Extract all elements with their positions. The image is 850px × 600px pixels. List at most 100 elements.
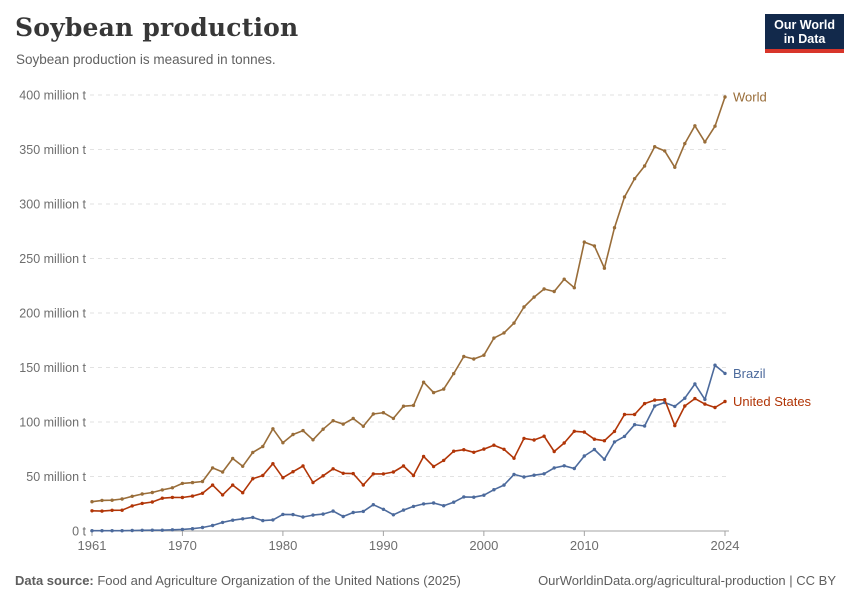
series-point-united-states xyxy=(492,443,496,447)
series-point-united-states xyxy=(612,429,617,434)
series-point-world xyxy=(241,464,245,468)
series-point-brazil xyxy=(261,518,265,523)
series-point-united-states xyxy=(462,448,466,452)
x-tick-label: 1990 xyxy=(369,538,398,553)
series-point-world xyxy=(231,456,235,461)
series-point-united-states xyxy=(391,470,396,474)
series-point-united-states xyxy=(582,430,586,434)
owid-logo-line2: in Data xyxy=(783,32,826,46)
series-point-brazil xyxy=(622,434,627,439)
series-point-brazil xyxy=(241,517,245,521)
series-label-united-states[interactable]: United States xyxy=(733,394,812,409)
y-tick-label: 0 t xyxy=(72,525,86,539)
y-tick-label: 400 million t xyxy=(19,89,86,103)
series-point-world xyxy=(552,289,556,294)
series-point-united-states xyxy=(703,402,707,406)
series-point-world xyxy=(120,497,124,501)
series-line-world[interactable] xyxy=(91,96,726,503)
series-point-brazil xyxy=(421,502,426,506)
series-point-united-states xyxy=(281,476,285,480)
series-point-brazil xyxy=(331,509,335,513)
series-line-united-states[interactable] xyxy=(91,397,726,512)
data-source-label: Data source: xyxy=(15,573,94,588)
series-point-brazil xyxy=(160,528,164,532)
series-point-world xyxy=(180,481,185,486)
series-point-world xyxy=(301,428,305,433)
series-point-world xyxy=(421,380,426,384)
series-point-world xyxy=(251,450,255,455)
series-point-world xyxy=(582,240,586,244)
series-point-brazil xyxy=(542,472,546,476)
series-point-world xyxy=(642,164,647,168)
y-tick-label: 100 million t xyxy=(19,416,86,430)
series-point-world xyxy=(693,124,697,128)
series-point-brazil xyxy=(642,424,647,428)
series-point-world xyxy=(90,500,94,504)
series-point-brazil xyxy=(522,475,526,479)
series-point-world xyxy=(522,305,526,309)
x-tick-label: 1961 xyxy=(78,538,107,553)
series-point-brazil xyxy=(200,525,205,530)
series-point-brazil xyxy=(632,423,637,427)
series-point-united-states xyxy=(472,450,476,454)
x-tick-label: 2000 xyxy=(469,538,498,553)
series-point-world xyxy=(190,480,195,485)
series-point-united-states xyxy=(261,473,265,478)
series-point-united-states xyxy=(673,423,677,428)
series-point-united-states xyxy=(170,495,175,500)
series-point-brazil xyxy=(150,528,154,532)
series-label-brazil[interactable]: Brazil xyxy=(733,366,766,381)
series-point-brazil xyxy=(220,520,225,525)
series-point-brazil xyxy=(552,466,556,470)
series-point-brazil xyxy=(120,529,124,533)
series-point-brazil xyxy=(140,528,144,532)
series-point-world xyxy=(431,390,436,395)
series-point-brazil xyxy=(371,503,375,507)
series-point-world xyxy=(502,331,506,335)
series-point-brazil xyxy=(251,515,255,520)
series-point-world xyxy=(482,353,486,357)
series-point-united-states xyxy=(130,504,134,508)
series-point-united-states xyxy=(683,404,687,408)
series-label-world[interactable]: World xyxy=(733,89,767,104)
series-point-brazil xyxy=(321,512,325,516)
series-point-world xyxy=(321,427,325,431)
x-tick-label: 1970 xyxy=(168,538,197,553)
series-point-united-states xyxy=(311,480,315,485)
owid-logo[interactable]: Our World in Data xyxy=(765,14,844,53)
series-point-brazil xyxy=(271,518,275,522)
series-point-united-states xyxy=(190,494,195,498)
series-point-brazil xyxy=(381,507,386,511)
series-point-united-states xyxy=(150,500,154,504)
series-point-united-states xyxy=(632,412,637,417)
series-point-brazil xyxy=(391,513,396,517)
series-point-brazil xyxy=(180,527,185,532)
series-point-world xyxy=(160,488,164,492)
series-point-world xyxy=(110,498,114,502)
series-point-world xyxy=(452,371,456,376)
series-point-united-states xyxy=(100,509,104,513)
chart-footer: Data source: Food and Agriculture Organi… xyxy=(15,573,836,588)
series-point-united-states xyxy=(200,491,205,495)
series-point-united-states xyxy=(210,483,215,487)
series-point-brazil xyxy=(562,464,566,468)
series-line-brazil[interactable] xyxy=(92,364,726,532)
series-point-united-states xyxy=(562,441,566,445)
series-point-brazil xyxy=(572,466,576,471)
y-tick-label: 350 million t xyxy=(19,143,86,157)
owid-logo-line1: Our World xyxy=(774,18,835,32)
series-point-world xyxy=(602,266,607,270)
series-point-world xyxy=(512,321,516,325)
series-point-brazil xyxy=(442,504,446,508)
series-point-united-states xyxy=(502,447,506,451)
series-point-brazil xyxy=(502,483,506,487)
series-point-world xyxy=(612,226,617,230)
x-tick-label: 2024 xyxy=(711,538,740,553)
series-point-world xyxy=(261,444,265,449)
series-point-world xyxy=(592,244,597,248)
series-point-united-states xyxy=(452,449,456,453)
owid-credit-link[interactable]: OurWorldinData.org/agricultural-producti… xyxy=(538,573,836,588)
series-point-brazil xyxy=(653,404,657,408)
series-point-world xyxy=(703,140,707,144)
series-point-world xyxy=(281,441,285,445)
